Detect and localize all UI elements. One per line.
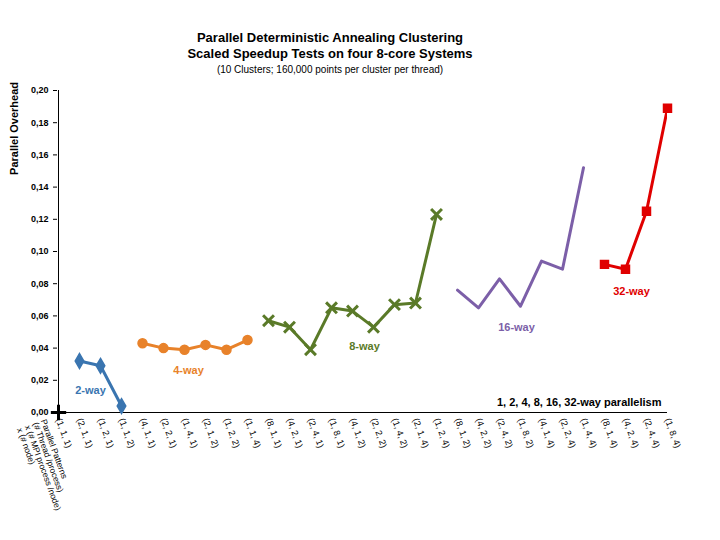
svg-text:(2, 1, 2): (2, 1, 2) bbox=[201, 417, 221, 450]
svg-text:0,20: 0,20 bbox=[31, 85, 49, 95]
svg-text:(1, 1, 1): (1, 1, 1) bbox=[53, 416, 74, 450]
svg-text:(1, 4, 2): (1, 4, 2) bbox=[390, 417, 410, 450]
svg-text:(2, 1, 1): (2, 1, 1) bbox=[75, 417, 95, 450]
svg-text:(1, 8, 2): (1, 8, 2) bbox=[516, 417, 536, 450]
svg-text:(1, 2, 4): (1, 2, 4) bbox=[432, 417, 452, 450]
html-text:(10 Clusters; 160,000 points p: (10 Clusters; 160,000 points per cluster… bbox=[216, 64, 444, 75]
svg-text:(4, 1, 2): (4, 1, 2) bbox=[348, 417, 368, 450]
svg-text:2-way: 2-way bbox=[75, 384, 106, 396]
html-text:Scaled Speedup Tests on four 8: Scaled Speedup Tests on four 8-core Syst… bbox=[187, 46, 473, 61]
svg-text:(1, 8, 4): (1, 8, 4) bbox=[663, 417, 683, 450]
svg-text:0,16: 0,16 bbox=[31, 150, 49, 160]
svg-text:(2, 4, 4): (2, 4, 4) bbox=[642, 417, 662, 450]
svg-text:(2, 4, 1): (2, 4, 1) bbox=[306, 417, 326, 450]
html-text:Parallel Deterministic Anneali: Parallel Deterministic Annealing Cluster… bbox=[197, 30, 463, 45]
svg-text:0,18: 0,18 bbox=[31, 118, 49, 128]
svg-text:0,04: 0,04 bbox=[31, 343, 49, 353]
svg-text:(1, 1, 4): (1, 1, 4) bbox=[243, 417, 263, 450]
svg-text:(1, 8, 1): (1, 8, 1) bbox=[327, 417, 347, 450]
svg-text:0,00: 0,00 bbox=[31, 407, 49, 417]
svg-text:(2, 1, 4): (2, 1, 4) bbox=[411, 417, 431, 450]
svg-text:(1, 2, 2): (1, 2, 2) bbox=[222, 417, 242, 450]
svg-text:(4, 2, 1): (4, 2, 1) bbox=[285, 417, 305, 450]
svg-text:(1, 1, 2): (1, 1, 2) bbox=[117, 417, 137, 450]
svg-text:(2, 2, 2): (2, 2, 2) bbox=[369, 417, 389, 450]
svg-text:(4, 1, 1): (4, 1, 1) bbox=[138, 417, 158, 450]
svg-text:0,10: 0,10 bbox=[31, 246, 49, 256]
svg-text:0,12: 0,12 bbox=[31, 214, 49, 224]
svg-text:(2, 2, 1): (2, 2, 1) bbox=[159, 417, 179, 450]
svg-text:(1, 4, 1): (1, 4, 1) bbox=[180, 417, 200, 450]
svg-text:(8, 1, 1): (8, 1, 1) bbox=[264, 417, 284, 450]
svg-text:Parallel Patterns(# Thread /pr: Parallel Patterns(# Thread /process)x (#… bbox=[15, 418, 79, 515]
svg-text:32-way: 32-way bbox=[613, 285, 651, 297]
svg-text:4-way: 4-way bbox=[173, 364, 204, 376]
svg-text:(8, 1, 2): (8, 1, 2) bbox=[453, 417, 473, 450]
svg-text:16-way: 16-way bbox=[498, 321, 536, 333]
svg-text:(2, 2, 4): (2, 2, 4) bbox=[558, 417, 578, 450]
svg-text:0,02: 0,02 bbox=[31, 375, 49, 385]
svg-text:0,06: 0,06 bbox=[31, 311, 49, 321]
svg-text:8-way: 8-way bbox=[349, 340, 380, 352]
svg-text:(1, 2, 1): (1, 2, 1) bbox=[96, 417, 116, 450]
svg-text:1, 2, 4, 8, 16, 32-way paralle: 1, 2, 4, 8, 16, 32-way parallelism bbox=[497, 396, 662, 408]
svg-text:(4, 2, 2): (4, 2, 2) bbox=[474, 417, 494, 450]
svg-text:0,14: 0,14 bbox=[31, 182, 49, 192]
svg-text:(4, 2, 4): (4, 2, 4) bbox=[621, 417, 641, 450]
html-text:Parallel Overhead: Parallel Overhead bbox=[8, 82, 20, 175]
svg-text:(8, 1, 4): (8, 1, 4) bbox=[600, 417, 620, 450]
svg-text:(4, 1, 4): (4, 1, 4) bbox=[537, 417, 557, 450]
svg-text:0,08: 0,08 bbox=[31, 279, 49, 289]
svg-text:(1, 4, 4): (1, 4, 4) bbox=[579, 417, 599, 450]
svg-text:(2, 4, 2): (2, 4, 2) bbox=[495, 417, 515, 450]
